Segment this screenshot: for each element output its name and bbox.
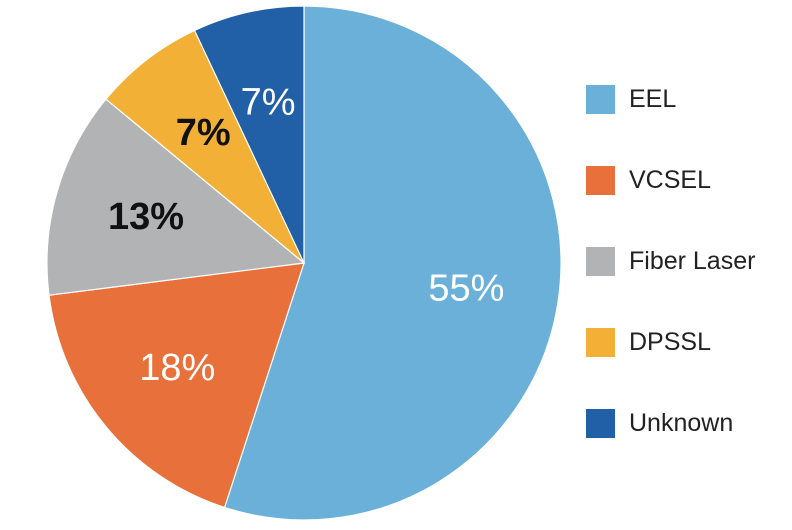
legend-label: EEL: [629, 85, 677, 113]
pie-slice-label-fiber-laser: 13%: [108, 196, 184, 238]
pie-slice-label-vcsel: 18%: [139, 347, 215, 389]
pie-slice-labels: 55% 18% 13% 7%7%: [108, 81, 504, 388]
legend-swatch: [586, 165, 615, 195]
pie-slices: [46, 5, 562, 521]
legend-swatch: [586, 84, 615, 114]
legend-item-unknown: Unknown: [586, 408, 786, 438]
legend-label: Fiber Laser: [629, 247, 756, 275]
legend-swatch: [586, 327, 615, 357]
legend-swatch: [586, 246, 615, 276]
legend-label: DPSSL: [629, 328, 711, 356]
legend-item-dpssl: DPSSL: [586, 327, 786, 357]
pie-slice-unknown: [193, 5, 305, 264]
legend-label: Unknown: [629, 409, 734, 437]
legend-swatch: [586, 408, 615, 438]
pie-slice-fiber-laser: [46, 98, 306, 296]
legend-item-eel: EEL: [586, 84, 786, 114]
pie-slice-eel: [223, 5, 562, 521]
pie-slice-dpssl: [105, 29, 305, 264]
pie-slice-label-unknown: 7%: [241, 81, 296, 123]
legend: EEL VCSEL Fiber Laser DPSSL Unknown: [586, 84, 786, 438]
pie-slice-label-eel: 55%: [428, 268, 504, 310]
pie-slice-label-dpssl: 7%: [176, 112, 231, 154]
legend-item-fiber-laser: Fiber Laser: [586, 246, 786, 276]
legend-item-vcsel: VCSEL: [586, 165, 786, 195]
pie-slice-vcsel: [48, 262, 305, 509]
legend-label: VCSEL: [629, 166, 711, 194]
